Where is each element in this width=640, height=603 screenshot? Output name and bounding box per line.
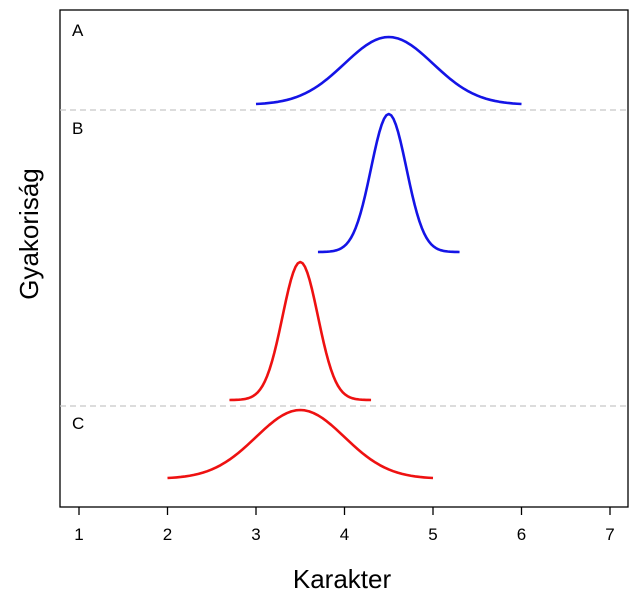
x-tick-label-7: 7 <box>605 525 614 544</box>
curve-panel-b-1 <box>317 112 460 254</box>
x-tick-label-1: 1 <box>74 525 83 544</box>
x-axis: 1 2 3 4 5 6 7 <box>74 507 615 544</box>
y-axis-title: Gyakoriság <box>14 168 44 300</box>
x-tick-label-4: 4 <box>340 525 349 544</box>
x-tick-label-2: 2 <box>163 525 172 544</box>
curve-panel-b-2 <box>229 260 372 402</box>
x-axis-title: Karakter <box>293 564 392 594</box>
x-tick-label-5: 5 <box>428 525 437 544</box>
plot-frame <box>59 9 629 508</box>
curve-panel-a-0 <box>255 35 522 106</box>
panel-label-b: B <box>72 119 83 138</box>
curves-layer <box>167 35 522 480</box>
panel-label-a: A <box>72 21 84 40</box>
x-tick-label-3: 3 <box>251 525 260 544</box>
panel-label-c: C <box>72 414 84 433</box>
x-tick-label-6: 6 <box>517 525 526 544</box>
curve-panel-c-3 <box>167 408 434 480</box>
